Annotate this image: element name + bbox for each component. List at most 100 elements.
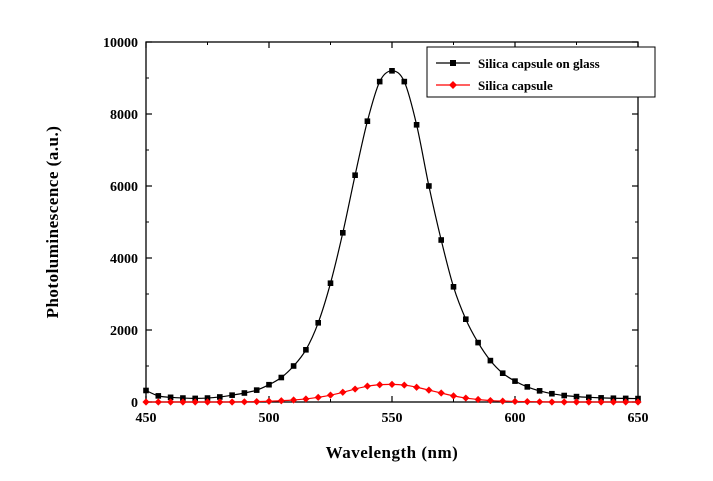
data-point: [560, 398, 568, 406]
x-axis-title: Wavelength (nm): [326, 443, 459, 462]
data-point: [265, 397, 273, 405]
series-layer: [142, 68, 642, 406]
data-point: [585, 398, 593, 406]
data-point: [253, 387, 260, 393]
data-point: [303, 347, 309, 353]
y-tick-label: 10000: [103, 36, 138, 51]
data-point: [339, 388, 347, 396]
data-point: [586, 394, 592, 401]
data-point: [536, 398, 544, 406]
data-point: [463, 316, 469, 322]
data-point: [155, 393, 162, 399]
data-point: [203, 398, 212, 406]
data-point: [314, 393, 322, 401]
data-point: [401, 78, 408, 85]
data-point: [437, 389, 445, 397]
data-point: [340, 230, 346, 236]
x-tick-label: 450: [136, 411, 157, 426]
data-point: [180, 395, 186, 401]
data-point: [326, 391, 335, 399]
data-point: [327, 280, 334, 286]
data-point: [142, 398, 150, 406]
data-point: [376, 381, 384, 389]
legend-label-glass: Silica capsule on glass: [478, 56, 600, 71]
data-point: [216, 398, 224, 406]
legend-label-capsule: Silica capsule: [478, 78, 553, 93]
data-point: [389, 68, 395, 74]
data-point: [572, 398, 581, 406]
series-line-0: [145, 70, 639, 400]
axes-layer: 450 500 550 600 650 0 2000 4000 6000 8000 10000: [103, 36, 649, 426]
data-point: [290, 396, 298, 404]
y-tick-label: 6000: [110, 180, 138, 195]
y-tick-label: 8000: [110, 108, 138, 123]
y-tick-label: 0: [131, 396, 138, 411]
data-point: [548, 398, 556, 406]
data-point: [217, 394, 223, 400]
data-point: [302, 395, 310, 403]
data-point: [622, 398, 630, 406]
data-point: [426, 183, 432, 189]
data-point: [449, 392, 458, 400]
data-point: [228, 398, 236, 406]
data-point: [277, 397, 285, 405]
data-point: [450, 284, 457, 290]
data-point: [352, 172, 358, 178]
data-point: [400, 381, 408, 389]
legend-box: [426, 46, 656, 98]
data-point: [475, 339, 481, 346]
data-point: [499, 397, 507, 405]
data-point: [290, 363, 297, 369]
data-point: [154, 398, 162, 406]
data-point: [462, 394, 470, 402]
data-point: [167, 398, 175, 406]
data-point: [266, 381, 272, 388]
data-point: [511, 397, 519, 406]
data-point: [315, 320, 321, 326]
data-point: [499, 370, 506, 376]
x-tick-label: 600: [505, 411, 526, 426]
data-point: [167, 394, 174, 401]
data-point: [536, 388, 543, 394]
data-point: [425, 386, 433, 394]
data-point: [364, 118, 371, 124]
data-point: [191, 398, 199, 406]
data-point: [363, 382, 371, 390]
data-point: [388, 380, 396, 388]
data-point: [512, 378, 518, 384]
data-point: [573, 393, 580, 400]
data-point: [598, 395, 604, 401]
data-point: [561, 392, 567, 399]
y-tick-label: 2000: [110, 324, 138, 339]
x-tick-label: 650: [628, 411, 649, 426]
data-point: [438, 237, 444, 243]
data-point: [549, 390, 555, 397]
data-point: [204, 395, 211, 401]
legend: Silica capsule on glass Silica capsule: [426, 46, 656, 98]
x-tick-label: 550: [382, 411, 403, 426]
data-point: [413, 383, 421, 391]
data-point: [413, 122, 420, 128]
legend-marker-capsule: [449, 81, 457, 89]
x-tick-label: 500: [259, 411, 280, 426]
data-point: [229, 392, 235, 398]
data-point: [143, 387, 149, 394]
data-point: [610, 395, 617, 402]
data-point: [241, 390, 248, 396]
data-point: [597, 398, 605, 406]
data-point: [179, 398, 187, 406]
data-point: [609, 398, 617, 406]
data-point: [486, 396, 494, 405]
data-point: [523, 398, 531, 406]
data-point: [351, 385, 359, 393]
y-tick-label: 4000: [110, 252, 138, 267]
legend-marker-glass: [450, 60, 456, 66]
data-point: [634, 398, 642, 406]
data-point: [253, 398, 261, 406]
data-point: [524, 384, 531, 390]
data-point: [240, 398, 248, 406]
data-point: [474, 395, 482, 404]
data-point: [376, 78, 383, 85]
y-axis-title: Photoluminescence (a.u.): [43, 126, 62, 319]
